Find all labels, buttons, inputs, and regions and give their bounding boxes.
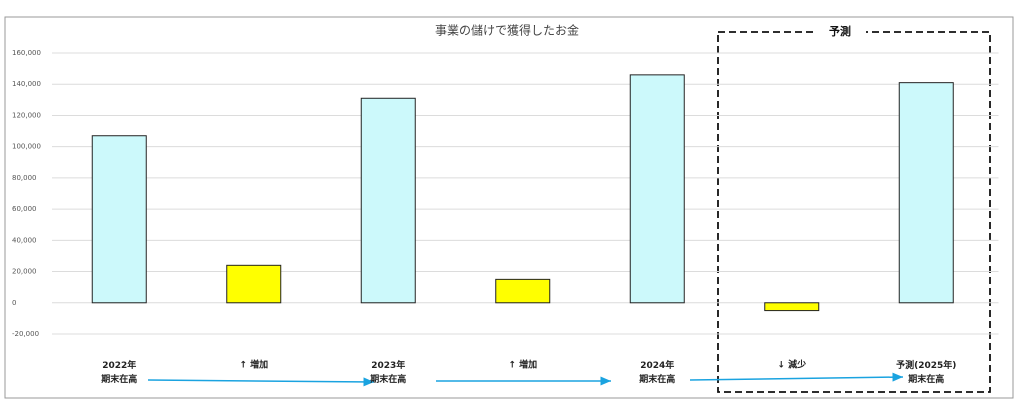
x-tick-label: 2024年期末在高	[639, 359, 675, 385]
y-tick-label: 0	[12, 299, 16, 307]
y-tick-label: 20,000	[12, 268, 37, 276]
bar	[226, 264, 282, 304]
y-tick-label: -20,000	[12, 330, 39, 338]
x-tick-label: 2023年期末在高	[370, 359, 406, 385]
y-tick-label: 120,000	[12, 111, 41, 119]
x-tick-label: ↓ 減少	[777, 359, 806, 371]
x-tick-label: ↑ 増加	[239, 359, 268, 371]
y-tick-label: 40,000	[12, 236, 37, 244]
forecast-label-bg	[814, 24, 866, 40]
y-tick-label: 140,000	[12, 80, 41, 88]
x-tick-label: 2022年期末在高	[101, 359, 137, 385]
y-tick-label: 100,000	[12, 143, 41, 151]
bar	[898, 82, 954, 304]
chart-border	[4, 16, 1014, 399]
y-tick-label: 80,000	[12, 174, 37, 182]
x-tick-label: 予測(2025年)期末在高	[896, 359, 956, 385]
bar	[91, 135, 147, 304]
x-tick-label: ↑ 増加	[508, 359, 537, 371]
bar	[764, 302, 820, 312]
bar	[495, 278, 551, 304]
bar	[629, 74, 685, 304]
y-tick-label: 60,000	[12, 205, 37, 213]
forecast-label: 予測	[829, 24, 851, 38]
y-tick-label: 160,000	[12, 49, 41, 57]
chart-title: 事業の儲けで獲得したお金	[435, 23, 579, 38]
bar	[360, 97, 416, 304]
flow-arrows	[147, 372, 904, 387]
